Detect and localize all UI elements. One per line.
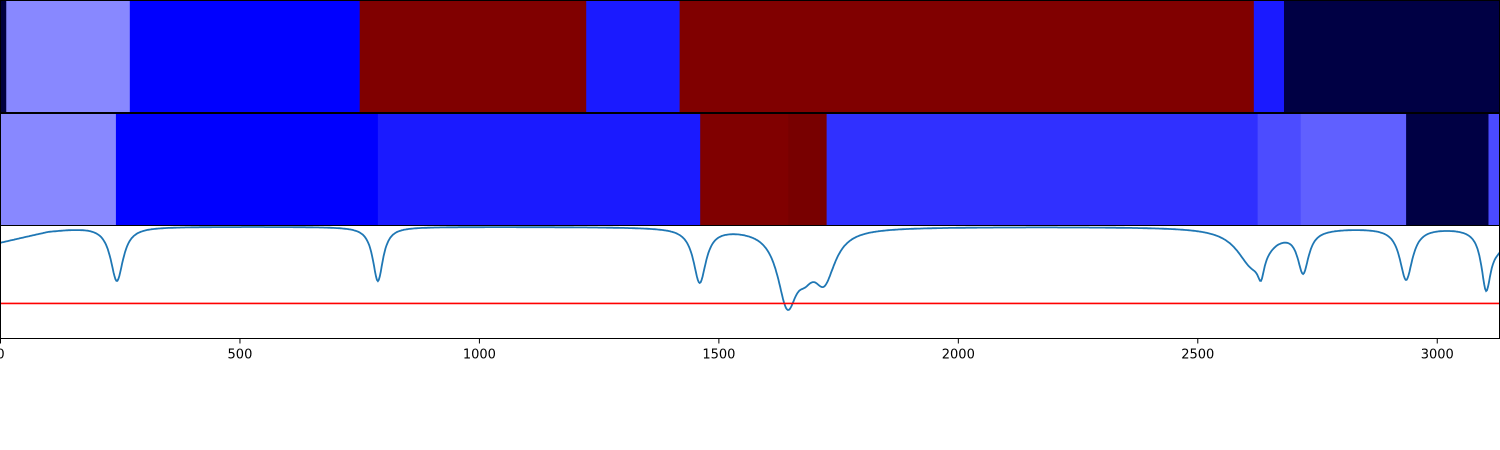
heatmap-top xyxy=(0,0,1500,113)
heatmap-segment-7 xyxy=(1257,113,1302,226)
heatmap-segment-8 xyxy=(1283,0,1500,113)
x-tick-label: 1000 xyxy=(463,348,496,363)
heatmap-segment-1 xyxy=(0,113,117,226)
heatmap-segment-6 xyxy=(679,0,1255,113)
heatmap-middle xyxy=(0,113,1500,226)
x-tick-label: 0 xyxy=(0,348,5,363)
heatmap-segment-2 xyxy=(6,0,131,113)
x-axis: 0 500 1000 1500 2000 2500 3000 xyxy=(0,338,1454,363)
heatmap-segment-6 xyxy=(826,113,1259,226)
x-tick-label: 500 xyxy=(228,348,253,363)
heatmap-segment-9 xyxy=(1406,113,1490,226)
heatmap-segment-3 xyxy=(377,113,701,226)
x-tick-label: 3000 xyxy=(1421,348,1454,363)
line-plot-frame xyxy=(0,225,1500,339)
heatmap-segment-10 xyxy=(1488,113,1500,226)
line-plot xyxy=(0,226,1500,311)
heatmap-segment-5 xyxy=(788,113,828,226)
heatmap-segment-4 xyxy=(359,0,587,113)
heatmap-segment-4 xyxy=(700,113,789,226)
x-tick-label: 1500 xyxy=(702,348,735,363)
heatmap-segment-8 xyxy=(1300,113,1407,226)
heatmap-segment-1 xyxy=(0,0,7,113)
heatmap-segment-2 xyxy=(115,113,379,226)
heatmap-segment-3 xyxy=(129,0,361,113)
x-tick-label: 2500 xyxy=(1181,348,1214,363)
signal-line xyxy=(0,226,1500,311)
heatmap-segment-5 xyxy=(586,0,681,113)
heatmap-segment-7 xyxy=(1253,0,1285,113)
x-tick-label: 2000 xyxy=(942,348,975,363)
